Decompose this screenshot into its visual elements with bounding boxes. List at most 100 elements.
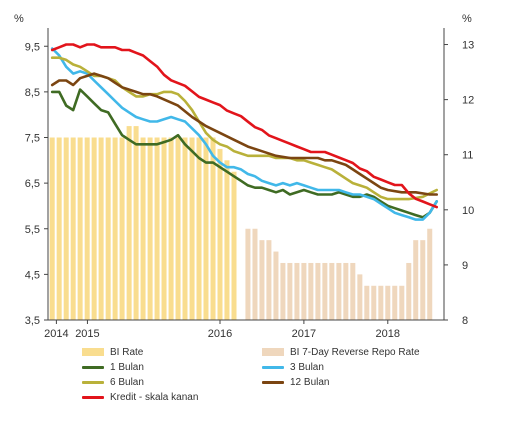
bar-bi-7day <box>336 262 342 320</box>
bar-bi-7day <box>280 262 286 320</box>
bar-bi-7day <box>378 285 384 320</box>
bar-bi-rate <box>98 137 104 320</box>
bar-bi-7day <box>364 285 370 320</box>
bars-layer <box>49 126 433 320</box>
bar-bi-7day <box>259 240 265 320</box>
bar-bi-7day <box>413 240 419 320</box>
legend-label-6-bulan: 6 Bulan <box>110 377 144 388</box>
bar-bi-7day <box>273 251 279 320</box>
x-tick-label: 2015 <box>75 328 99 340</box>
line-12-bulan <box>50 72 438 196</box>
bar-bi-rate <box>168 137 174 320</box>
legend-label-3-bulan: 3 Bulan <box>290 362 324 373</box>
right-tick-label: 8 <box>462 315 468 327</box>
bar-bi-7day <box>322 262 328 320</box>
legend-swatch-3-bulan <box>262 365 284 369</box>
bar-bi-rate <box>126 126 132 320</box>
left-axis-unit: % <box>14 13 24 25</box>
x-tick-label: 2017 <box>292 328 316 340</box>
right-tick-label: 12 <box>462 95 474 107</box>
right-tick-label: 11 <box>462 150 473 162</box>
bar-bi-7day <box>427 228 433 320</box>
left-tick-label: 3,5 <box>25 315 40 327</box>
bar-bi-7day <box>252 228 258 320</box>
bar-bi-7day <box>420 240 426 320</box>
lines-layer <box>50 43 438 221</box>
bar-bi-7day <box>350 262 356 320</box>
legend-item-1-bulan: 1 Bulan <box>82 362 144 373</box>
bar-bi-rate <box>77 137 83 320</box>
legend-item-3-bulan: 3 Bulan <box>262 362 324 373</box>
bar-bi-rate <box>203 137 209 320</box>
bar-bi-rate <box>84 137 90 320</box>
legend-item-bi-7day: BI 7-Day Reverse Repo Rate <box>262 347 420 358</box>
legend-swatch-bi-rate <box>82 348 104 357</box>
bar-bi-7day <box>308 262 314 320</box>
legend-label-kredit: Kredit - skala kanan <box>110 392 199 403</box>
bar-bi-rate <box>147 137 153 320</box>
bar-bi-rate <box>91 137 97 320</box>
bar-bi-rate <box>161 137 167 320</box>
legend-swatch-bi-7day <box>262 348 284 357</box>
line-kredit <box>50 43 438 209</box>
bar-bi-rate <box>189 137 195 320</box>
legend-label-bi-7day: BI 7-Day Reverse Repo Rate <box>290 347 420 358</box>
left-tick-label: 8,5 <box>25 87 40 99</box>
left-tick-label: 4,5 <box>25 269 40 281</box>
bar-bi-7day <box>266 240 272 320</box>
bar-bi-rate <box>105 137 111 320</box>
bar-bi-rate <box>210 137 216 320</box>
bar-bi-7day <box>315 262 321 320</box>
bar-bi-rate <box>119 137 125 320</box>
bar-bi-rate <box>182 137 188 320</box>
bar-bi-7day <box>371 285 377 320</box>
bar-bi-7day <box>245 228 251 320</box>
right-tick-label: 13 <box>462 40 474 52</box>
legend-label-12-bulan: 12 Bulan <box>290 377 330 388</box>
left-tick-label: 9,5 <box>25 41 40 53</box>
legend-swatch-6-bulan <box>82 380 104 384</box>
legend-item-12-bulan: 12 Bulan <box>262 377 329 388</box>
left-tick-label: 5,5 <box>25 224 40 236</box>
bar-bi-rate <box>70 137 76 320</box>
bar-bi-7day <box>301 262 307 320</box>
line-1-bulan <box>50 88 438 219</box>
left-tick-label: 6,5 <box>25 178 40 190</box>
bar-bi-rate <box>217 148 223 320</box>
axes-layer: % % 3,5 4,5 5,5 6,5 7,5 8,5 9,5 8 9 10 11 12 13 2014 2… <box>14 13 474 340</box>
left-tick-label: 7,5 <box>25 133 40 145</box>
line-3-bulan <box>50 47 438 221</box>
bar-bi-rate <box>49 137 55 320</box>
bar-bi-7day <box>406 262 412 320</box>
bar-bi-7day <box>392 285 398 320</box>
bar-bi-7day <box>343 262 349 320</box>
x-tick-label: 2014 <box>44 328 68 340</box>
right-tick-label: 10 <box>462 205 474 217</box>
legend-item-6-bulan: 6 Bulan <box>82 377 144 388</box>
bar-bi-rate <box>133 126 139 320</box>
legend-label-bi-rate: BI Rate <box>110 347 144 358</box>
bar-bi-rate <box>56 137 62 320</box>
bar-bi-rate <box>175 137 181 320</box>
bar-bi-rate <box>112 137 118 320</box>
bar-bi-rate <box>224 160 230 320</box>
bar-bi-7day <box>287 262 293 320</box>
bar-bi-rate <box>154 137 160 320</box>
legend-item-kredit: Kredit - skala kanan <box>82 392 198 403</box>
right-tick-label: 9 <box>462 260 468 272</box>
bar-bi-7day <box>399 285 405 320</box>
legend-swatch-1-bulan <box>82 365 104 369</box>
bar-bi-rate <box>196 137 202 320</box>
bar-bi-7day <box>329 262 335 320</box>
legend-item-bi-rate: BI Rate <box>82 347 143 358</box>
legend-swatch-12-bulan <box>262 380 284 384</box>
bar-bi-7day <box>294 262 300 320</box>
bar-bi-rate <box>63 137 69 320</box>
legend-label-1-bulan: 1 Bulan <box>110 362 144 373</box>
x-tick-label: 2018 <box>376 328 400 340</box>
bar-bi-7day <box>385 285 391 320</box>
bar-bi-7day <box>357 274 363 320</box>
right-axis-unit: % <box>462 13 472 25</box>
x-tick-label: 2016 <box>208 328 232 340</box>
